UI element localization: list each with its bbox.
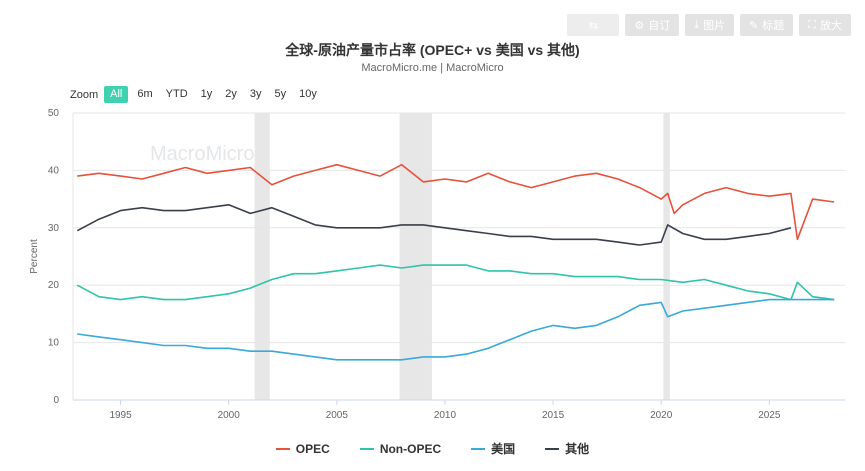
legend-label: 美国 — [491, 442, 516, 456]
legend-swatch — [359, 447, 374, 450]
zoom-all-button[interactable]: All — [104, 86, 129, 103]
zoom-1y-button[interactable]: 1y — [200, 88, 213, 100]
legend-swatch — [545, 447, 560, 450]
zoom-5y-button[interactable]: 5y — [274, 88, 287, 100]
y-axis-ticks: 0 10 20 30 40 50 — [48, 108, 60, 406]
shaded-period-1 — [399, 113, 432, 400]
zoom-3y-button[interactable]: 3y — [249, 88, 262, 100]
x-tick-label: 2000 — [218, 410, 241, 421]
y-axis-label: Percent — [29, 239, 40, 274]
zoom-ytd-button[interactable]: YTD — [165, 88, 188, 100]
x-axis-ticks: 1995 2000 2005 2010 2015 2020 2025 — [109, 400, 781, 421]
series-line-2 — [77, 298, 835, 361]
legend-item[interactable]: 美国 — [471, 440, 515, 457]
recession-shading — [254, 113, 670, 400]
fullscreen-button-label: 放大 — [820, 20, 842, 32]
zoom-selector: Zoom All 6m YTD 1y 2y 3y 5y 10y — [70, 86, 326, 103]
download-image-button[interactable]: ⤓ 图片 — [685, 14, 735, 36]
legend-item[interactable]: OPEC — [275, 440, 330, 457]
share-button[interactable]: ⇆ — [567, 14, 620, 36]
legend-item[interactable]: Non-OPEC — [359, 440, 442, 457]
edit-button[interactable]: ✎ 标题 — [740, 14, 794, 36]
legend-swatch — [471, 447, 486, 450]
y-tick-label: 0 — [53, 395, 59, 406]
y-tick-label: 40 — [48, 165, 60, 176]
zoom-6m-button[interactable]: 6m — [137, 88, 153, 100]
y-tick-label: 50 — [48, 108, 60, 119]
zoom-10y-button[interactable]: 10y — [299, 88, 317, 100]
fullscreen-button[interactable]: ⛶ 放大 — [799, 14, 851, 36]
series-lines — [76, 163, 835, 361]
legend-label: OPEC — [295, 441, 330, 456]
legend-label: Non-OPEC — [379, 441, 442, 456]
x-tick-label: 2010 — [434, 410, 457, 421]
settings-button[interactable]: ⚙ 自订 — [625, 14, 680, 36]
share-icon: ⇆ — [588, 19, 598, 32]
chart-toolbar: ⇆ ⚙ 自订 ⤓ 图片 ✎ 标题 ⛶ 放大 — [567, 14, 851, 36]
chart-title: 全球-原油产量市占率 (OPEC+ vs 美国 vs 其他) — [285, 42, 580, 58]
expand-icon: ⛶ — [808, 18, 816, 31]
download-image-button-label: 图片 — [703, 20, 726, 32]
y-tick-label: 30 — [48, 223, 60, 234]
series-line-0 — [77, 163, 835, 241]
legend-item[interactable]: 其他 — [545, 440, 589, 457]
edit-button-label: 标题 — [762, 20, 785, 32]
legend-label: 其他 — [565, 442, 590, 456]
gear-icon: ⚙ — [634, 19, 645, 32]
legend-swatch — [275, 447, 290, 450]
x-tick-label: 2025 — [758, 410, 781, 421]
watermark: MacroMicro — [150, 143, 254, 165]
chart-subtitle: MacroMicro.me | MacroMicro — [361, 62, 504, 74]
x-tick-label: 2005 — [326, 410, 349, 421]
zoom-label: Zoom — [70, 88, 99, 101]
x-tick-label: 2020 — [650, 410, 673, 421]
grid-lines — [72, 112, 845, 401]
y-tick-label: 10 — [48, 338, 60, 349]
pencil-icon: ✎ — [749, 19, 759, 32]
shaded-period-0 — [254, 113, 270, 400]
y-tick-label: 20 — [48, 280, 60, 291]
x-tick-label: 2015 — [542, 410, 565, 421]
zoom-buttons: All 6m YTD 1y 2y 3y 5y 10y — [104, 86, 326, 103]
series-line-3 — [76, 204, 792, 246]
x-tick-label: 1995 — [109, 410, 132, 421]
series-line-1 — [76, 264, 835, 301]
settings-button-label: 自订 — [648, 20, 671, 32]
chart-legend: OPEC Non-OPEC 美国 其他 — [0, 440, 865, 457]
zoom-2y-button[interactable]: 2y — [225, 88, 237, 100]
download-icon: ⤓ — [694, 18, 700, 31]
shaded-period-2 — [663, 113, 670, 400]
